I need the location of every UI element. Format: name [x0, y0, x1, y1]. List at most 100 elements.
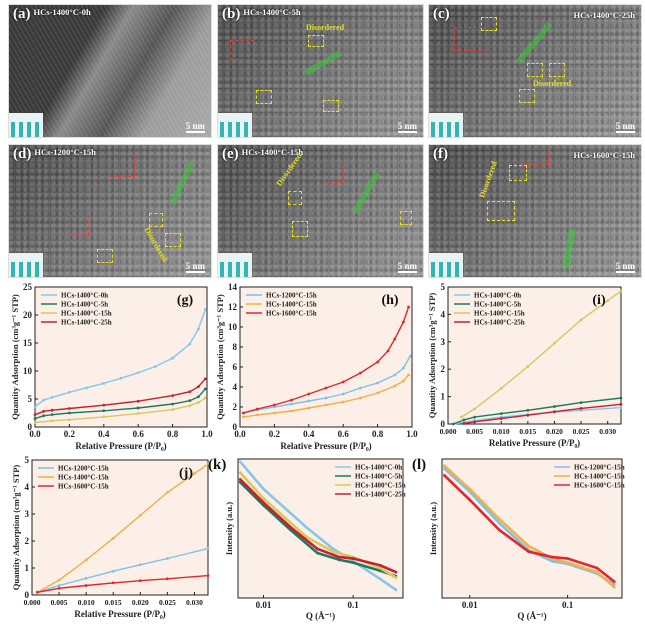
x-tick-label: 0.4: [303, 429, 315, 439]
data-point: [304, 525, 308, 529]
data-point: [553, 405, 556, 408]
data-point: [619, 396, 623, 400]
data-point: [33, 413, 37, 417]
data-point: [451, 422, 455, 426]
data-point: [462, 418, 466, 422]
data-point: [197, 395, 200, 399]
tem-image-f: (f) HCs-1600°C-15h Disordered 5 nm: [428, 144, 642, 278]
legend-label: HCs-1400°C-15h: [266, 301, 317, 309]
scale-bar: 5 nm: [615, 261, 635, 273]
disordered-region: [97, 249, 113, 263]
panel-label-a: (a) HCs-1400°C-0h: [13, 6, 91, 22]
data-point: [551, 555, 554, 559]
x-tick-label: 0.030: [186, 598, 203, 607]
panel-label-b: (b) HCs-1400°C-5h: [222, 6, 301, 22]
x-tick-label: 0.0: [234, 429, 246, 439]
data-point: [324, 386, 328, 390]
chart-i: 0.000 0.005 0.010 0.015 0.020 0.025 0.030 0 1 2 3 4…: [427, 282, 623, 448]
x-axis-label: Relative Pressure (P/P₀): [280, 441, 371, 451]
x-tick-label: 0.01: [462, 600, 478, 610]
data-point: [307, 406, 311, 410]
data-point: [473, 415, 477, 419]
data-point: [304, 535, 308, 539]
data-point: [324, 403, 328, 407]
data-point: [171, 402, 175, 406]
data-point: [394, 570, 398, 574]
data-point: [111, 581, 115, 585]
data-point: [527, 550, 531, 554]
data-point: [473, 407, 477, 411]
y-tick-label: 1: [25, 563, 30, 573]
panel-label: (k): [208, 457, 226, 473]
x-tick-label: 0.01: [256, 600, 272, 610]
y-tick-label: 4: [25, 482, 30, 492]
x-tick-label: 0.015: [105, 598, 122, 607]
data-point: [203, 387, 207, 391]
disordered-region: [519, 89, 535, 103]
data-point: [273, 405, 276, 409]
data-point: [553, 341, 556, 345]
series-line: [443, 467, 615, 586]
y-tick-label: 6: [233, 362, 238, 372]
y-tick-label: 20: [23, 310, 33, 320]
data-point: [171, 408, 175, 412]
data-point: [255, 413, 259, 417]
pore-region: [521, 149, 549, 165]
chart-l: 0.01 0.1 Q (Å⁻¹) Intensity (a.u.) HCs-1200°C…: [412, 457, 625, 621]
y-tick-label: 14: [228, 282, 238, 292]
data-point: [407, 373, 410, 377]
data-point: [193, 472, 196, 475]
data-point: [341, 392, 345, 396]
data-point: [273, 411, 276, 415]
legend-label: HCs-1400°C-5h: [61, 301, 108, 309]
y-tick-label: 3: [25, 509, 30, 519]
y-tick-label: 10: [23, 366, 33, 376]
panel-label-c: (c): [433, 6, 450, 22]
data-point: [402, 320, 405, 324]
data-point: [619, 406, 623, 409]
series-line: [239, 478, 397, 574]
sample-label: HCs-1400°C-25h: [573, 10, 635, 20]
data-point: [136, 406, 140, 410]
data-point: [359, 396, 362, 400]
data-point: [579, 408, 583, 412]
data-point: [378, 563, 382, 567]
tem-image-d: (d) HCs-1200°C-15h Disordered 5 nm: [8, 144, 212, 278]
y-tick-label: 4: [441, 309, 446, 319]
data-point: [50, 395, 54, 399]
data-point: [376, 360, 379, 364]
data-point: [238, 460, 242, 464]
x-tick-label: 0.000: [24, 598, 41, 607]
data-point: [238, 471, 242, 475]
lattice-inset: [9, 113, 43, 137]
data-point: [102, 403, 106, 407]
data-point: [290, 402, 293, 406]
lattice-inset: [218, 113, 252, 137]
scale-bar: 5 nm: [397, 121, 417, 133]
x-tick-label: 0.6: [133, 429, 145, 439]
disordered-annotation: Disordered: [533, 79, 572, 88]
data-point: [206, 462, 210, 466]
data-point: [551, 559, 554, 563]
data-point: [36, 590, 39, 594]
legend-label: HCs-1600°C-15h: [266, 310, 317, 318]
x-tick-label: 0.0: [29, 429, 41, 439]
data-point: [84, 584, 88, 587]
x-axis-label: Q (Å⁻¹): [306, 611, 335, 621]
x-tick-label: 0.2: [269, 429, 281, 439]
x-tick-label: 0.1: [562, 600, 574, 610]
data-point: [359, 386, 362, 390]
legend-label: HCs-1400°C-0h: [474, 292, 521, 300]
data-point: [408, 354, 412, 358]
legend-label: HCs-1600°C-15h: [58, 483, 109, 491]
data-point: [337, 555, 341, 559]
data-point: [68, 411, 71, 415]
plot-area: [31, 459, 209, 596]
data-point: [102, 415, 106, 419]
series-line: [37, 463, 209, 593]
y-tick-label: 2: [233, 402, 238, 412]
disordered-region: [400, 211, 412, 225]
data-point: [351, 561, 355, 564]
y-axis-label: Intensity (a.u.): [224, 502, 234, 555]
data-point: [138, 563, 142, 567]
